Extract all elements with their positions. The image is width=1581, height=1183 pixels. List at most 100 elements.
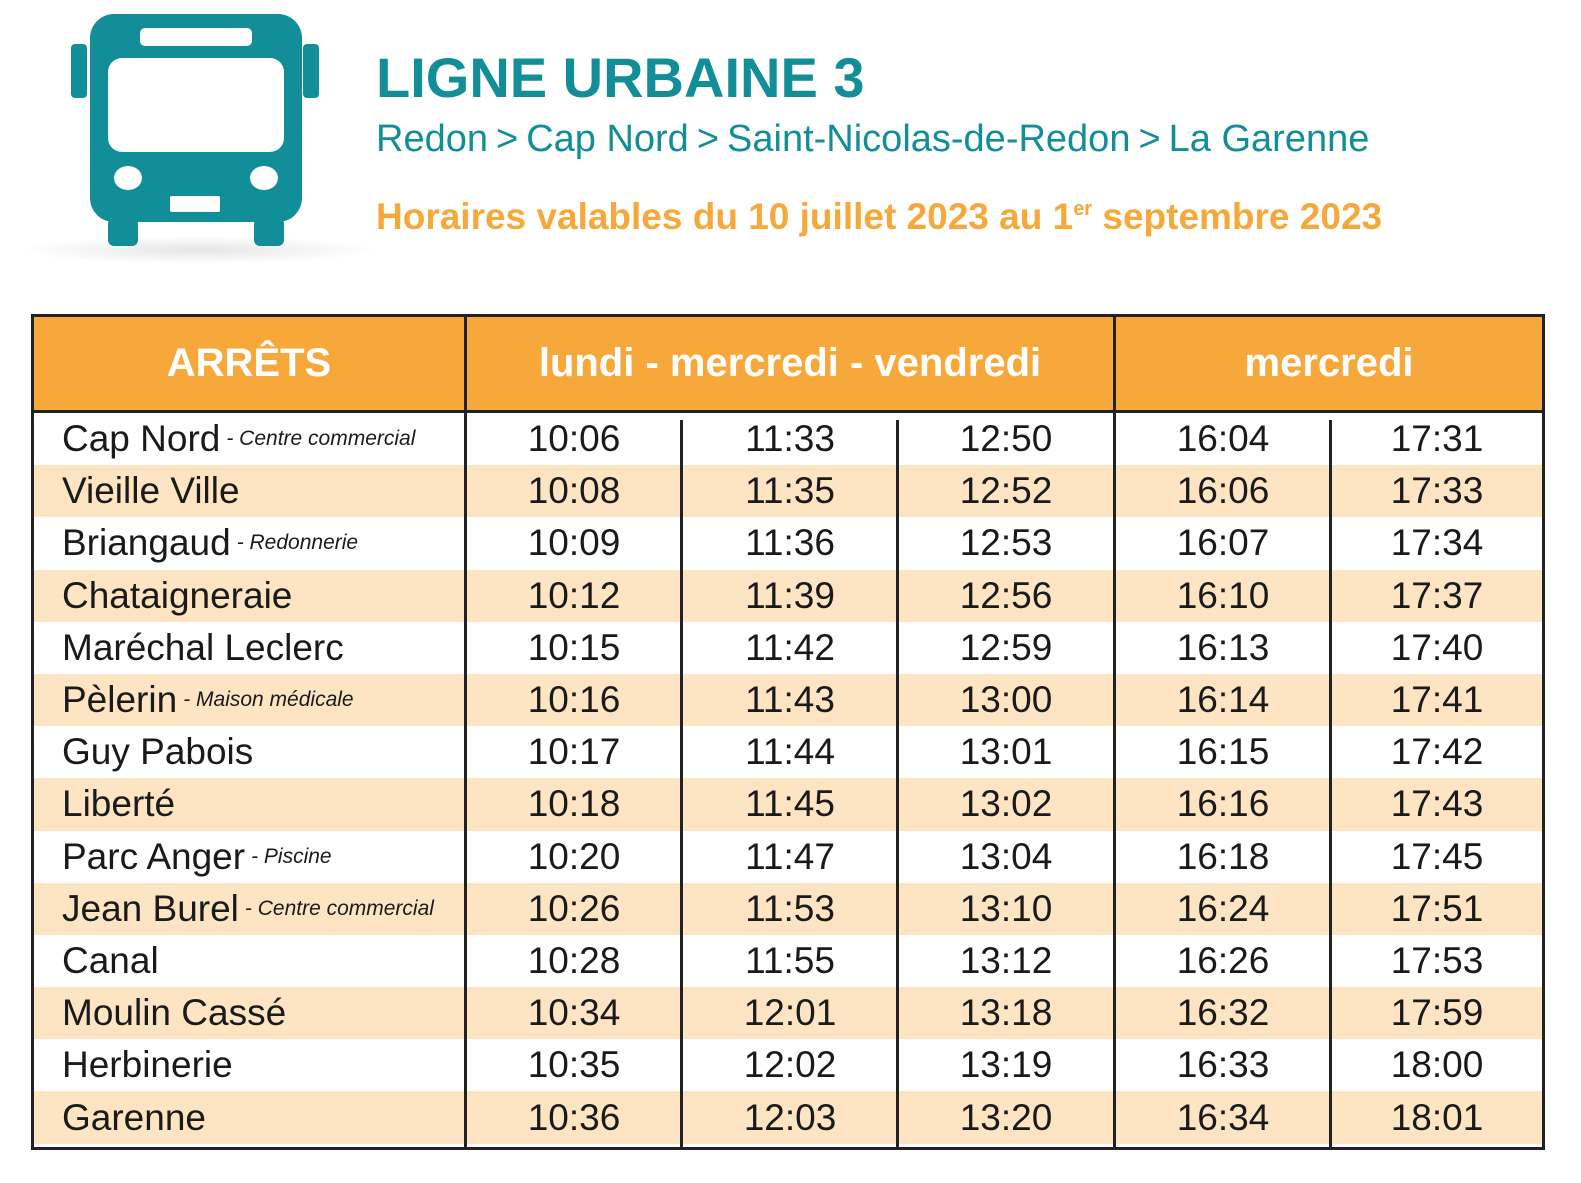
- route-stop: Saint-Nicolas-de-Redon: [727, 118, 1131, 160]
- time-cell: 17:43: [1390, 783, 1484, 825]
- time-cell: 13:18: [959, 992, 1053, 1034]
- time-cell: 13:00: [959, 679, 1053, 721]
- stop-detail: - Maison médicale: [183, 688, 354, 712]
- stop-detail: - Redonnerie: [236, 531, 359, 555]
- time-cell: 18:00: [1390, 1044, 1484, 1086]
- time-cell: 12:52: [959, 470, 1053, 512]
- header-mon-wed-fri: lundi - mercredi - vendredi: [538, 341, 1042, 385]
- time-cell: 17:37: [1390, 574, 1484, 616]
- stop-cell: Cap Nord - Centre commercial: [62, 413, 464, 465]
- time-cell: 16:33: [1176, 1044, 1270, 1086]
- route-description: Redon > Cap Nord > Saint-Nicolas-de-Redon > La…: [376, 116, 1369, 162]
- time-cell: 10:16: [527, 679, 621, 721]
- time-cell: 16:32: [1176, 992, 1270, 1034]
- time-cell: 11:36: [745, 522, 835, 564]
- table-row: Vieille Ville 10:08 11:35 12:52 16:06 17:33: [34, 465, 1542, 518]
- column-divider: [1113, 317, 1116, 1147]
- route-stop: La Garenne: [1168, 118, 1370, 160]
- stop-cell: Garenne: [62, 1091, 464, 1143]
- time-cell: 17:34: [1390, 522, 1484, 564]
- time-cell: 17:45: [1390, 835, 1484, 877]
- stop-cell: Vieille Ville: [62, 465, 464, 517]
- time-cell: 13:01: [959, 731, 1053, 773]
- time-cell: 11:45: [745, 783, 835, 825]
- line-title: LIGNE URBAINE 3: [376, 46, 865, 109]
- stop-detail: - Centre commercial: [226, 427, 416, 451]
- route-separator: >: [495, 118, 519, 160]
- time-cell: 17:51: [1390, 887, 1484, 929]
- column-divider: [464, 317, 467, 1147]
- table-row: Cap Nord - Centre commercial 10:06 11:33 12:…: [34, 413, 1542, 465]
- table-row: Liberté 10:18 11:45 13:02 16:16 17:43: [34, 778, 1542, 831]
- time-cell: 13:04: [959, 835, 1053, 877]
- stop-cell: Herbinerie: [62, 1039, 464, 1091]
- stop-name: Briangaud: [62, 522, 231, 564]
- stop-name: Vieille Ville: [62, 470, 240, 512]
- stop-cell: Liberté: [62, 778, 464, 830]
- stop-detail: - Piscine: [251, 844, 332, 868]
- time-cell: 17:33: [1390, 470, 1484, 512]
- time-cell: 11:33: [745, 418, 835, 460]
- table-row: Garenne 10:36 12:03 13:20 16:34 18:01: [34, 1091, 1542, 1144]
- route-separator: >: [1138, 118, 1161, 160]
- time-cell: 10:28: [527, 939, 621, 981]
- stop-cell: Canal: [62, 935, 464, 987]
- time-cell: 12:03: [743, 1096, 837, 1138]
- time-cell: 12:02: [743, 1044, 837, 1086]
- table-row: Briangaud - Redonnerie 10:09 11:36 12:53 16:0…: [34, 517, 1542, 569]
- time-cell: 16:26: [1176, 939, 1270, 981]
- time-cell: 10:12: [527, 574, 621, 616]
- time-cell: 11:43: [745, 679, 835, 721]
- time-cell: 16:18: [1176, 835, 1270, 877]
- route-stop: Cap Nord: [526, 118, 689, 160]
- column-divider: [1329, 420, 1332, 1147]
- stop-name: Cap Nord: [62, 418, 221, 460]
- stop-name: Moulin Cassé: [62, 992, 287, 1034]
- stop-name: Garenne: [62, 1096, 206, 1138]
- time-cell: 12:50: [959, 418, 1053, 460]
- schedule-table: ARRÊTS lundi - mercredi - vendredi mercr…: [31, 314, 1545, 1150]
- table-row: Chataigneraie 10:12 11:39 12:56 16:10 17:37: [34, 569, 1542, 622]
- time-cell: 13:12: [959, 939, 1053, 981]
- time-cell: 10:26: [527, 887, 621, 929]
- bus-shadow: [18, 236, 378, 264]
- table-row: Parc Anger - Piscine 10:20 11:47 13:04 16:18 1…: [34, 831, 1542, 883]
- time-cell: 10:18: [527, 783, 621, 825]
- time-cell: 11:35: [745, 470, 835, 512]
- column-divider: [896, 420, 899, 1147]
- time-cell: 13:19: [959, 1044, 1053, 1086]
- time-cell: 10:20: [527, 835, 621, 877]
- stop-cell: Chataigneraie: [62, 570, 464, 622]
- time-cell: 12:53: [959, 522, 1053, 564]
- time-cell: 10:35: [527, 1044, 621, 1086]
- stop-cell: Briangaud - Redonnerie: [62, 517, 464, 569]
- time-cell: 11:42: [745, 626, 835, 668]
- time-cell: 16:34: [1176, 1096, 1270, 1138]
- stop-name: Herbinerie: [62, 1044, 233, 1086]
- stop-name: Pèlerin: [62, 679, 178, 721]
- time-cell: 17:41: [1390, 679, 1484, 721]
- validity-text: Horaires valables du 10 juillet 2023 au …: [376, 196, 1074, 237]
- table-body: Cap Nord - Centre commercial 10:06 11:33 12:…: [34, 413, 1542, 1144]
- time-cell: 10:06: [527, 418, 621, 460]
- time-cell: 12:56: [959, 574, 1053, 616]
- time-cell: 16:07: [1176, 522, 1270, 564]
- validity-text-end: septembre 2023: [1092, 196, 1383, 237]
- time-cell: 16:24: [1176, 887, 1270, 929]
- time-cell: 17:59: [1390, 992, 1484, 1034]
- stop-name: Canal: [62, 939, 159, 981]
- stop-cell: Guy Pabois: [62, 726, 464, 778]
- time-cell: 10:15: [527, 626, 621, 668]
- stop-name: Guy Pabois: [62, 731, 254, 773]
- time-cell: 11:39: [745, 574, 835, 616]
- stop-cell: Pèlerin - Maison médicale: [62, 674, 464, 726]
- stop-name: Chataigneraie: [62, 574, 293, 616]
- stop-cell: Maréchal Leclerc: [62, 622, 464, 674]
- time-cell: 13:10: [959, 887, 1053, 929]
- time-cell: 11:55: [745, 939, 835, 981]
- time-cell: 16:04: [1176, 418, 1270, 460]
- stop-detail: - Centre commercial: [244, 896, 434, 920]
- time-cell: 16:16: [1176, 783, 1270, 825]
- time-cell: 13:20: [959, 1096, 1053, 1138]
- time-cell: 16:13: [1176, 626, 1270, 668]
